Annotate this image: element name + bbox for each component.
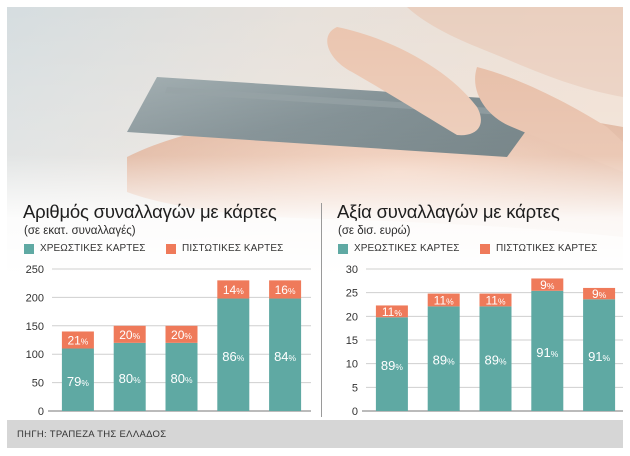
bar-segment-credit <box>427 293 460 307</box>
legend-item-credit: ΠΙΣΤΩΤΙΚΕΣ ΚΑΡΤΕΣ <box>480 243 597 254</box>
transactions-count-panel: Αριθμός συναλλαγών με κάρτες (σε εκατ. σ… <box>15 197 315 430</box>
credit-card-hand-photo <box>7 7 623 277</box>
legend-label-credit: ΠΙΣΤΩΤΙΚΕΣ ΚΑΡΤΕΣ <box>496 243 598 254</box>
y-tick-label: 15 <box>346 335 358 347</box>
data-label-credit: 14% <box>223 283 244 297</box>
data-label-debit: 89% <box>381 358 403 373</box>
bar-segment-debit <box>375 317 408 411</box>
legend-label-debit: ΧΡΕΩΣΤΙΚΕΣ ΚΑΡΤΕΣ <box>40 243 146 254</box>
y-tick-label: 250 <box>26 264 44 276</box>
data-label-debit: 91% <box>588 349 610 364</box>
data-label-debit: 86% <box>222 349 244 364</box>
legend-item-debit: ΧΡΕΩΣΤΙΚΕΣ ΚΑΡΤΕΣ <box>24 243 146 254</box>
y-tick-label: 0 <box>38 406 44 418</box>
y-tick-label: 25 <box>346 288 358 300</box>
data-label-debit: 79% <box>67 374 89 389</box>
data-label-credit: 20% <box>119 328 140 342</box>
data-label-credit: 11% <box>382 305 402 319</box>
chart-title: Αριθμός συναλλαγών με κάρτες <box>23 201 277 222</box>
legend-item-debit: ΧΡΕΩΣΤΙΚΕΣ ΚΑΡΤΕΣ <box>338 243 460 254</box>
y-tick-label: 30 <box>346 264 358 276</box>
data-label-credit: 11% <box>434 294 454 308</box>
data-label-debit: 91% <box>536 345 558 360</box>
data-label-credit: 9% <box>540 278 555 292</box>
bar-segment-credit <box>479 293 512 307</box>
y-tick-label: 50 <box>32 378 44 390</box>
legend-swatch-debit <box>24 243 34 254</box>
chart-subtitle: (σε εκατ. συναλλαγές) <box>24 225 136 237</box>
chart-legend: ΧΡΕΩΣΤΙΚΕΣ ΚΑΡΤΕΣ ΠΙΣΤΩΤΙΚΕΣ ΚΑΡΤΕΣ <box>338 243 623 257</box>
bar-segment-debit <box>61 348 94 411</box>
bar-segment-debit <box>269 298 302 411</box>
data-label-credit: 11% <box>485 294 505 308</box>
data-label-debit: 89% <box>433 353 455 368</box>
legend-label-credit: ΠΙΣΤΩΤΙΚΕΣ ΚΑΡΤΕΣ <box>182 243 284 254</box>
transactions-value-panel: Αξία συναλλαγών με κάρτες (σε δισ. ευρώ)… <box>329 197 623 430</box>
y-tick-label: 10 <box>346 359 358 371</box>
bar-segment-debit <box>583 299 616 411</box>
source-note: ΠΗΓΗ: ΤΡΑΠΕΖΑ ΤΗΣ ΕΛΛΑΔΟΣ <box>17 429 167 440</box>
bar-segment-credit <box>165 325 198 343</box>
y-tick-label: 200 <box>26 292 44 304</box>
data-label-debit: 80% <box>170 371 192 386</box>
y-tick-label: 150 <box>26 321 44 333</box>
bar-segment-credit <box>217 280 250 299</box>
y-tick-label: 5 <box>352 382 358 394</box>
data-label-credit: 21% <box>67 334 88 348</box>
legend-swatch-credit <box>480 243 490 254</box>
data-label-credit: 16% <box>275 283 296 297</box>
bar-segment-debit <box>217 298 250 411</box>
data-label-debit: 89% <box>484 353 506 368</box>
bar-segment-debit <box>479 306 512 411</box>
data-label-credit: 20% <box>171 328 192 342</box>
y-tick-label: 100 <box>26 349 44 361</box>
bar-segment-debit <box>165 342 198 411</box>
legend-swatch-debit <box>338 243 348 254</box>
data-label-debit: 80% <box>119 371 141 386</box>
infographic-frame: Αριθμός συναλλαγών με κάρτες (σε εκατ. σ… <box>7 7 623 448</box>
data-label-debit: 84% <box>274 349 296 364</box>
bar-segment-debit <box>113 342 146 411</box>
y-tick-label: 20 <box>346 311 358 323</box>
bar-segment-credit <box>61 331 94 349</box>
chart-title: Αξία συναλλαγών με κάρτες <box>337 201 560 222</box>
footer-bar: ΠΗΓΗ: ΤΡΑΠΕΖΑ ΤΗΣ ΕΛΛΑΔΟΣ <box>7 420 623 448</box>
data-label-credit: 9% <box>592 287 607 301</box>
bar-segment-credit <box>375 305 408 318</box>
bar-segment-debit <box>427 306 460 411</box>
legend-label-debit: ΧΡΕΩΣΤΙΚΕΣ ΚΑΡΤΕΣ <box>354 243 460 254</box>
chart-legend: ΧΡΕΩΣΤΙΚΕΣ ΚΑΡΤΕΣ ΠΙΣΤΩΤΙΚΕΣ ΚΑΡΤΕΣ <box>24 243 314 257</box>
legend-swatch-credit <box>166 243 176 254</box>
bar-segment-debit <box>531 290 564 411</box>
legend-item-credit: ΠΙΣΤΩΤΙΚΕΣ ΚΑΡΤΕΣ <box>166 243 283 254</box>
bar-segment-credit <box>531 278 564 291</box>
chart-subtitle: (σε δισ. ευρώ) <box>338 225 411 237</box>
bar-segment-credit <box>269 280 302 299</box>
bar-segment-credit <box>583 287 616 300</box>
panel-divider <box>321 203 322 417</box>
bar-segment-credit <box>113 325 146 343</box>
y-tick-label: 0 <box>352 406 358 418</box>
